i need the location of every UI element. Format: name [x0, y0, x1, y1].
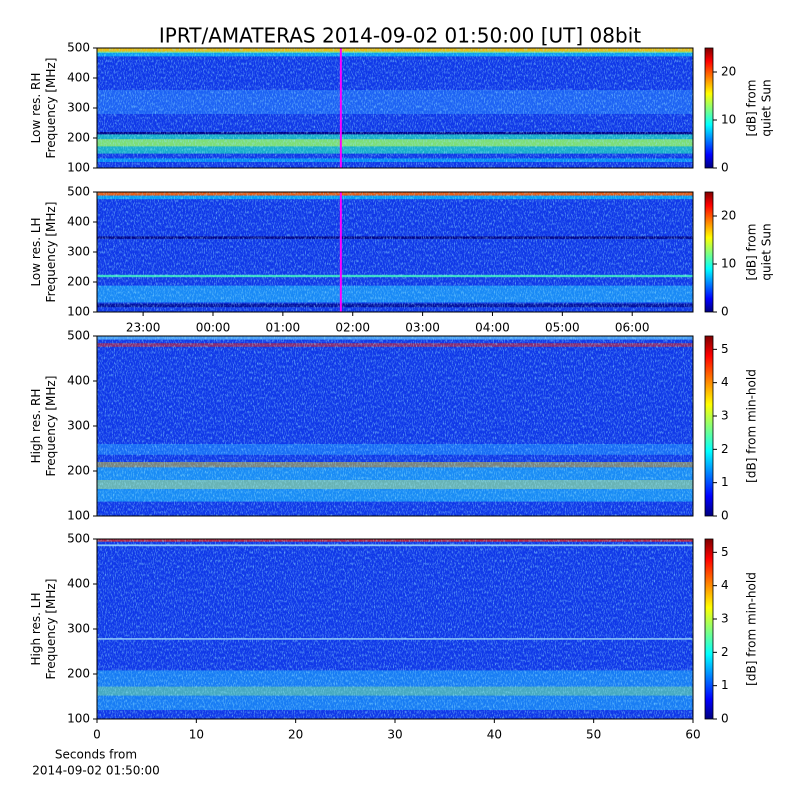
colorbar-tick-label: 0 [721, 712, 729, 726]
colorbar-label: [dB] from [745, 80, 759, 137]
y-tick-label: 100 [67, 509, 90, 523]
colorbar-label: quiet Sun [760, 79, 774, 136]
colorbar-tick-label: 0 [721, 305, 729, 319]
colorbar [704, 538, 714, 720]
x-tick-label: 04:00 [475, 321, 510, 335]
x-tick-label: 03:00 [405, 321, 440, 335]
colorbar-tick-label: 20 [721, 65, 736, 79]
x-tick-label: 01:00 [266, 321, 301, 335]
x-tick-label: 23:00 [126, 321, 161, 335]
y-axis-label: High res. LH [29, 592, 43, 665]
y-tick-label: 300 [67, 419, 90, 433]
colorbar-tick-label: 20 [721, 209, 736, 223]
colorbar-tick-label: 2 [721, 442, 729, 456]
y-tick-label: 400 [67, 374, 90, 388]
y-axis-label: Low res. RH [29, 73, 43, 144]
x-tick-label: 30 [387, 728, 402, 742]
y-tick-label: 200 [67, 667, 90, 681]
x-axis-label: Seconds from [55, 748, 137, 762]
figure-title: IPRT/AMATERAS 2014-09-02 01:50:00 [UT] 0… [159, 24, 641, 48]
y-tick-label: 300 [67, 245, 90, 259]
y-tick-label: 500 [67, 532, 90, 546]
y-tick-label: 500 [67, 329, 90, 343]
colorbar [704, 47, 714, 169]
colorbar-tick-label: 0 [721, 161, 729, 175]
colorbar-tick-label: 4 [721, 578, 729, 592]
x-axis-label: 2014-09-02 01:50:00 [32, 764, 159, 778]
colorbar-label: [dB] from [745, 224, 759, 281]
spectrogram-noise [97, 48, 693, 168]
x-tick-label: 06:00 [615, 321, 650, 335]
colorbar-tick-label: 10 [721, 257, 736, 271]
y-tick-label: 200 [67, 464, 90, 478]
spectrogram-noise [97, 539, 693, 719]
spectrogram-noise [97, 192, 693, 312]
colorbar-tick-label: 3 [721, 612, 729, 626]
x-tick-label: 10 [189, 728, 204, 742]
colorbar-tick-label: 1 [721, 475, 729, 489]
colorbar [704, 191, 714, 313]
colorbar-label: quiet Sun [760, 223, 774, 280]
spectrogram-noise [97, 336, 693, 516]
colorbar-tick-label: 1 [721, 678, 729, 692]
y-tick-label: 400 [67, 577, 90, 591]
y-tick-label: 400 [67, 215, 90, 229]
colorbar-label: [dB] from min-hold [745, 572, 759, 686]
y-axis-label: High res. RH [29, 389, 43, 464]
y-tick-label: 400 [67, 71, 90, 85]
x-tick-label: 02:00 [335, 321, 370, 335]
y-tick-label: 300 [67, 101, 90, 115]
x-tick-label: 60 [685, 728, 700, 742]
y-tick-label: 100 [67, 305, 90, 319]
colorbar-tick-label: 4 [721, 375, 729, 389]
y-axis-label: Frequency [MHz] [44, 202, 58, 303]
x-tick-label: 00:00 [196, 321, 231, 335]
y-tick-label: 200 [67, 131, 90, 145]
colorbar-label: [dB] from min-hold [745, 369, 759, 483]
colorbar [704, 335, 714, 517]
colorbar-tick-label: 5 [721, 342, 729, 356]
y-tick-label: 300 [67, 622, 90, 636]
y-axis-label: Frequency [MHz] [44, 579, 58, 680]
colorbar-tick-label: 10 [721, 113, 736, 127]
y-tick-label: 500 [67, 41, 90, 55]
y-axis-label: Low res. LH [29, 217, 43, 286]
y-axis-label: Frequency [MHz] [44, 376, 58, 477]
x-tick-label: 0 [93, 728, 101, 742]
y-tick-label: 100 [67, 712, 90, 726]
x-tick-label: 05:00 [545, 321, 580, 335]
colorbar-tick-label: 2 [721, 645, 729, 659]
colorbar-tick-label: 3 [721, 409, 729, 423]
colorbar-tick-label: 0 [721, 509, 729, 523]
x-tick-label: 50 [586, 728, 601, 742]
y-tick-label: 200 [67, 275, 90, 289]
y-axis-label: Frequency [MHz] [44, 58, 58, 159]
x-tick-label: 40 [487, 728, 502, 742]
y-tick-label: 100 [67, 161, 90, 175]
y-tick-label: 500 [67, 185, 90, 199]
colorbar-tick-label: 5 [721, 545, 729, 559]
x-tick-label: 20 [288, 728, 303, 742]
